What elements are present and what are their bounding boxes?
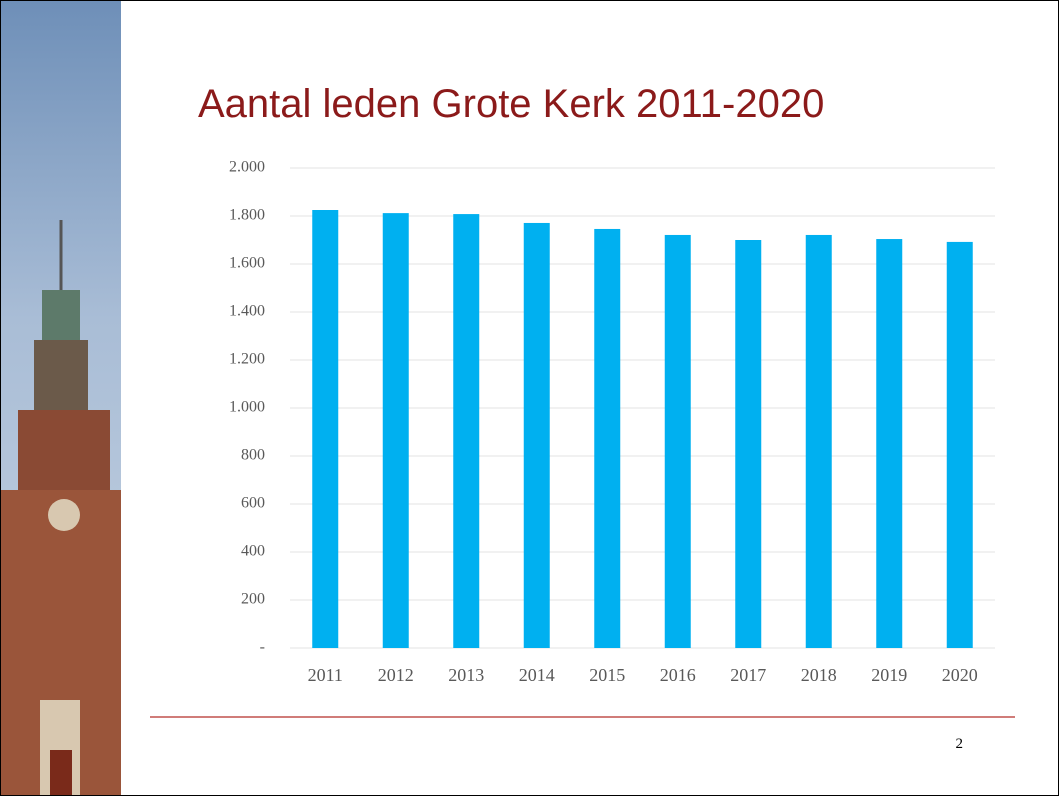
chart-title: Aantal leden Grote Kerk 2011-2020 (198, 82, 824, 126)
x-tick-label: 2014 (519, 665, 555, 685)
y-tick-label: 1.000 (229, 399, 265, 416)
x-tick-label: 2013 (448, 665, 484, 685)
bar (594, 228, 621, 648)
y-tick-label: 800 (241, 447, 265, 464)
bar (382, 213, 409, 648)
y-tick-label: 1.600 (229, 255, 265, 272)
bar (453, 214, 480, 648)
x-tick-label: 2016 (660, 665, 696, 685)
y-tick-label: 1.200 (229, 351, 265, 368)
y-tick-label: 1.400 (229, 303, 265, 320)
y-tick-label: 400 (241, 543, 265, 560)
x-tick-label: 2020 (942, 665, 978, 685)
bar (805, 234, 832, 648)
x-tick-label: 2015 (589, 665, 625, 685)
bar (312, 210, 339, 648)
bar (946, 241, 973, 649)
x-tick-label: 2017 (730, 665, 766, 685)
church-photo (1, 1, 121, 795)
bar (664, 234, 691, 648)
y-tick-label: - (260, 639, 265, 656)
bar (735, 240, 762, 648)
y-tick-label: 600 (241, 495, 265, 512)
page-number: 2 (956, 736, 964, 752)
x-tick-label: 2011 (308, 665, 343, 685)
bar (876, 239, 903, 649)
y-tick-label: 1.800 (229, 207, 265, 224)
x-tick-label: 2019 (871, 665, 907, 685)
x-tick-label: 2012 (378, 665, 414, 685)
y-tick-label: 200 (241, 591, 265, 608)
x-tick-label: 2018 (801, 665, 837, 685)
y-tick-label: 2.000 (229, 159, 265, 176)
bar (523, 222, 550, 648)
